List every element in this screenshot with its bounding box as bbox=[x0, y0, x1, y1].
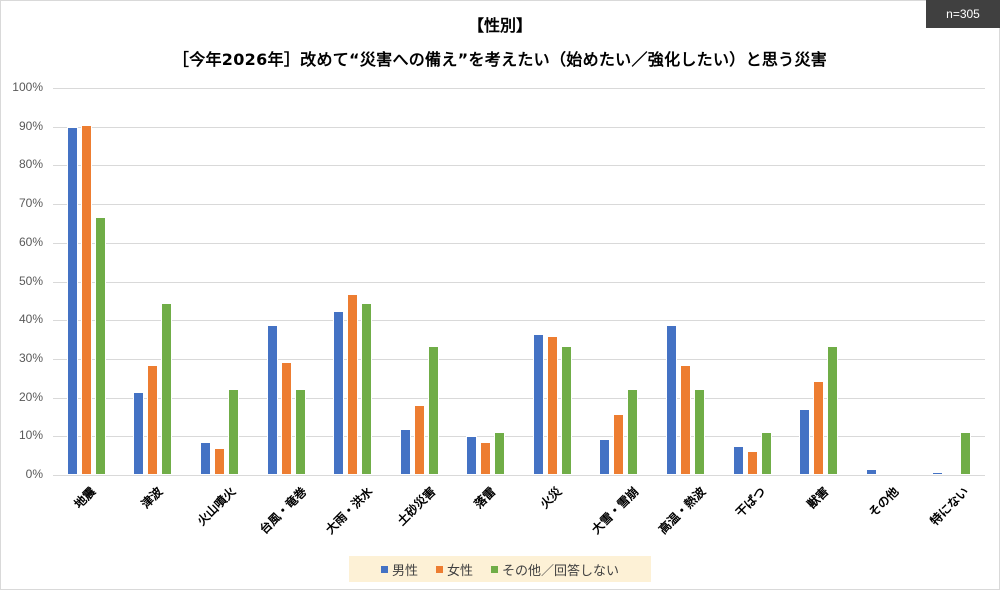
bar-other bbox=[693, 389, 705, 475]
chart-title-line2: ［今年2026年］改めて“災害への備え”を考えたい（始めたい／強化したい）と思う… bbox=[172, 50, 828, 69]
gridline bbox=[53, 320, 985, 322]
bar-male bbox=[799, 409, 811, 475]
bar-other bbox=[494, 432, 506, 475]
y-tick-label: 10% bbox=[18, 428, 43, 443]
gridline bbox=[53, 397, 985, 399]
gridline bbox=[53, 165, 985, 167]
bar-female bbox=[347, 293, 359, 475]
legend-label: 男性 bbox=[391, 563, 418, 579]
gridline bbox=[53, 436, 985, 438]
legend-item: 女性 bbox=[435, 560, 473, 579]
bar-male bbox=[399, 429, 411, 475]
gridline bbox=[53, 281, 985, 283]
gridline bbox=[53, 358, 985, 360]
chart-title-line1: 【性別】 bbox=[467, 16, 532, 35]
y-tick-label: 90% bbox=[18, 118, 43, 133]
y-tick-label: 60% bbox=[18, 234, 43, 249]
bar-other bbox=[560, 346, 572, 475]
gridline bbox=[53, 242, 985, 244]
bar-female bbox=[679, 364, 691, 475]
y-tick-label: 30% bbox=[18, 350, 43, 365]
bar-other bbox=[161, 303, 173, 475]
legend-swatch-icon bbox=[491, 565, 498, 573]
legend-swatch-icon bbox=[380, 565, 388, 573]
bar-female bbox=[546, 336, 558, 475]
bar-male bbox=[865, 468, 877, 475]
bar-male bbox=[532, 334, 544, 475]
bar-male bbox=[66, 126, 78, 475]
bar-male bbox=[333, 310, 345, 475]
bar-female bbox=[147, 364, 159, 475]
bar-female bbox=[613, 413, 625, 475]
bar-other bbox=[294, 389, 306, 475]
y-tick-label: 70% bbox=[18, 196, 43, 211]
bar-female bbox=[813, 380, 825, 475]
bar-female bbox=[280, 361, 292, 475]
legend-item: 男性 bbox=[380, 560, 418, 579]
gridline bbox=[53, 475, 985, 476]
bar-male bbox=[932, 471, 944, 475]
gridline bbox=[53, 88, 985, 89]
legend: 男性 女性 その他／回答しない bbox=[349, 556, 651, 582]
legend-label: その他／回答しない bbox=[502, 563, 620, 579]
bar-female bbox=[946, 472, 958, 475]
y-tick-label: 40% bbox=[18, 312, 43, 327]
bar-other bbox=[627, 389, 639, 475]
bar-male bbox=[732, 445, 744, 475]
y-tick-label: 80% bbox=[18, 157, 43, 172]
bar-female bbox=[480, 441, 492, 475]
bar-female bbox=[746, 450, 758, 475]
bar-male bbox=[199, 441, 211, 475]
legend-label: 女性 bbox=[446, 563, 473, 579]
bar-female bbox=[213, 447, 225, 475]
sample-size-badge: n=305 bbox=[926, 0, 1000, 28]
bar-other bbox=[760, 432, 772, 475]
y-tick-label: 50% bbox=[18, 273, 43, 288]
legend-item: その他／回答しない bbox=[491, 560, 619, 579]
bar-other bbox=[227, 389, 239, 475]
bar-male bbox=[599, 438, 611, 475]
bar-female bbox=[80, 125, 92, 475]
bar-other bbox=[427, 346, 439, 475]
bar-male bbox=[266, 325, 278, 475]
legend-swatch-icon bbox=[435, 565, 443, 573]
gridline bbox=[53, 204, 985, 206]
plot-area bbox=[53, 88, 985, 476]
gridline bbox=[53, 126, 985, 128]
bar-other bbox=[361, 303, 373, 475]
bar-other bbox=[827, 346, 839, 475]
bar-other bbox=[94, 216, 106, 475]
bar-other bbox=[960, 432, 972, 475]
bar-male bbox=[133, 391, 145, 475]
y-tick-label: 0% bbox=[25, 467, 43, 481]
y-tick-label: 20% bbox=[18, 389, 43, 404]
bar-male bbox=[665, 325, 677, 475]
bar-female bbox=[413, 405, 425, 475]
y-tick-label: 100% bbox=[12, 80, 43, 94]
bar-male bbox=[466, 436, 478, 475]
